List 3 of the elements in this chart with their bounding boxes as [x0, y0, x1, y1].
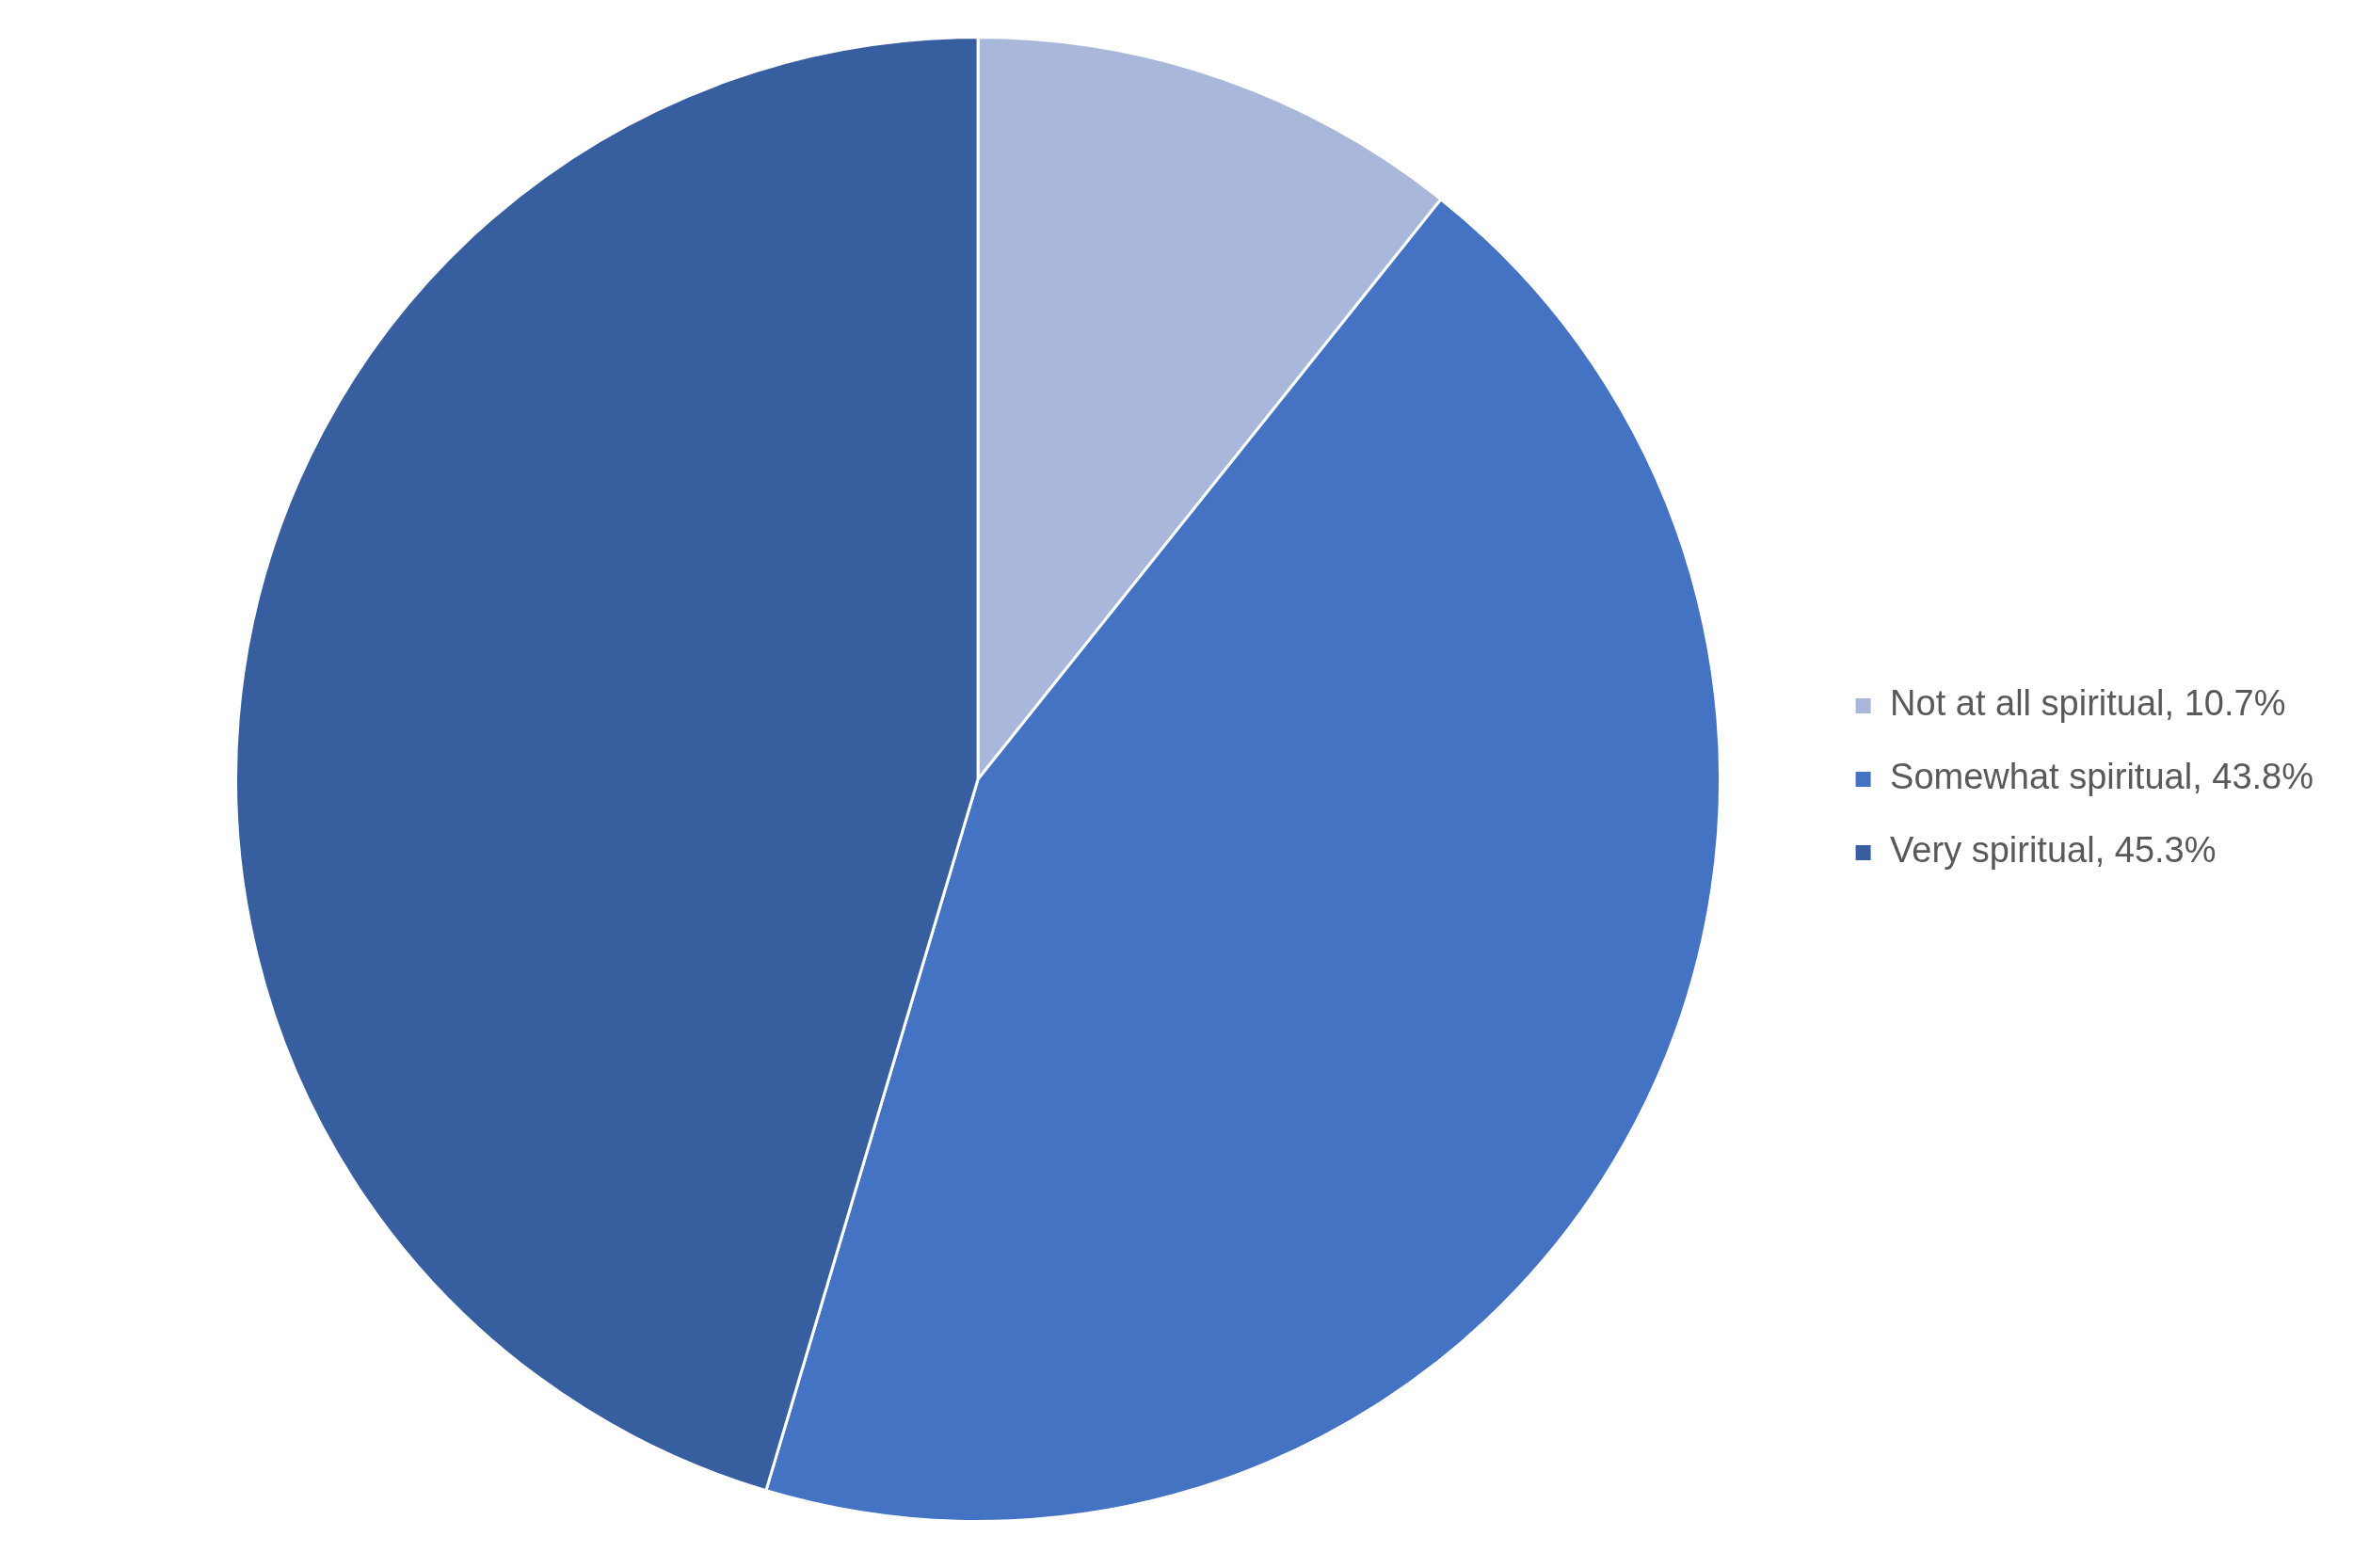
legend-label: Not at all spiritual, 10.7%: [1890, 683, 2286, 724]
legend-label: Somewhat spiritual, 43.8%: [1890, 757, 2314, 797]
legend-label: Very spiritual, 45.3%: [1890, 830, 2217, 871]
